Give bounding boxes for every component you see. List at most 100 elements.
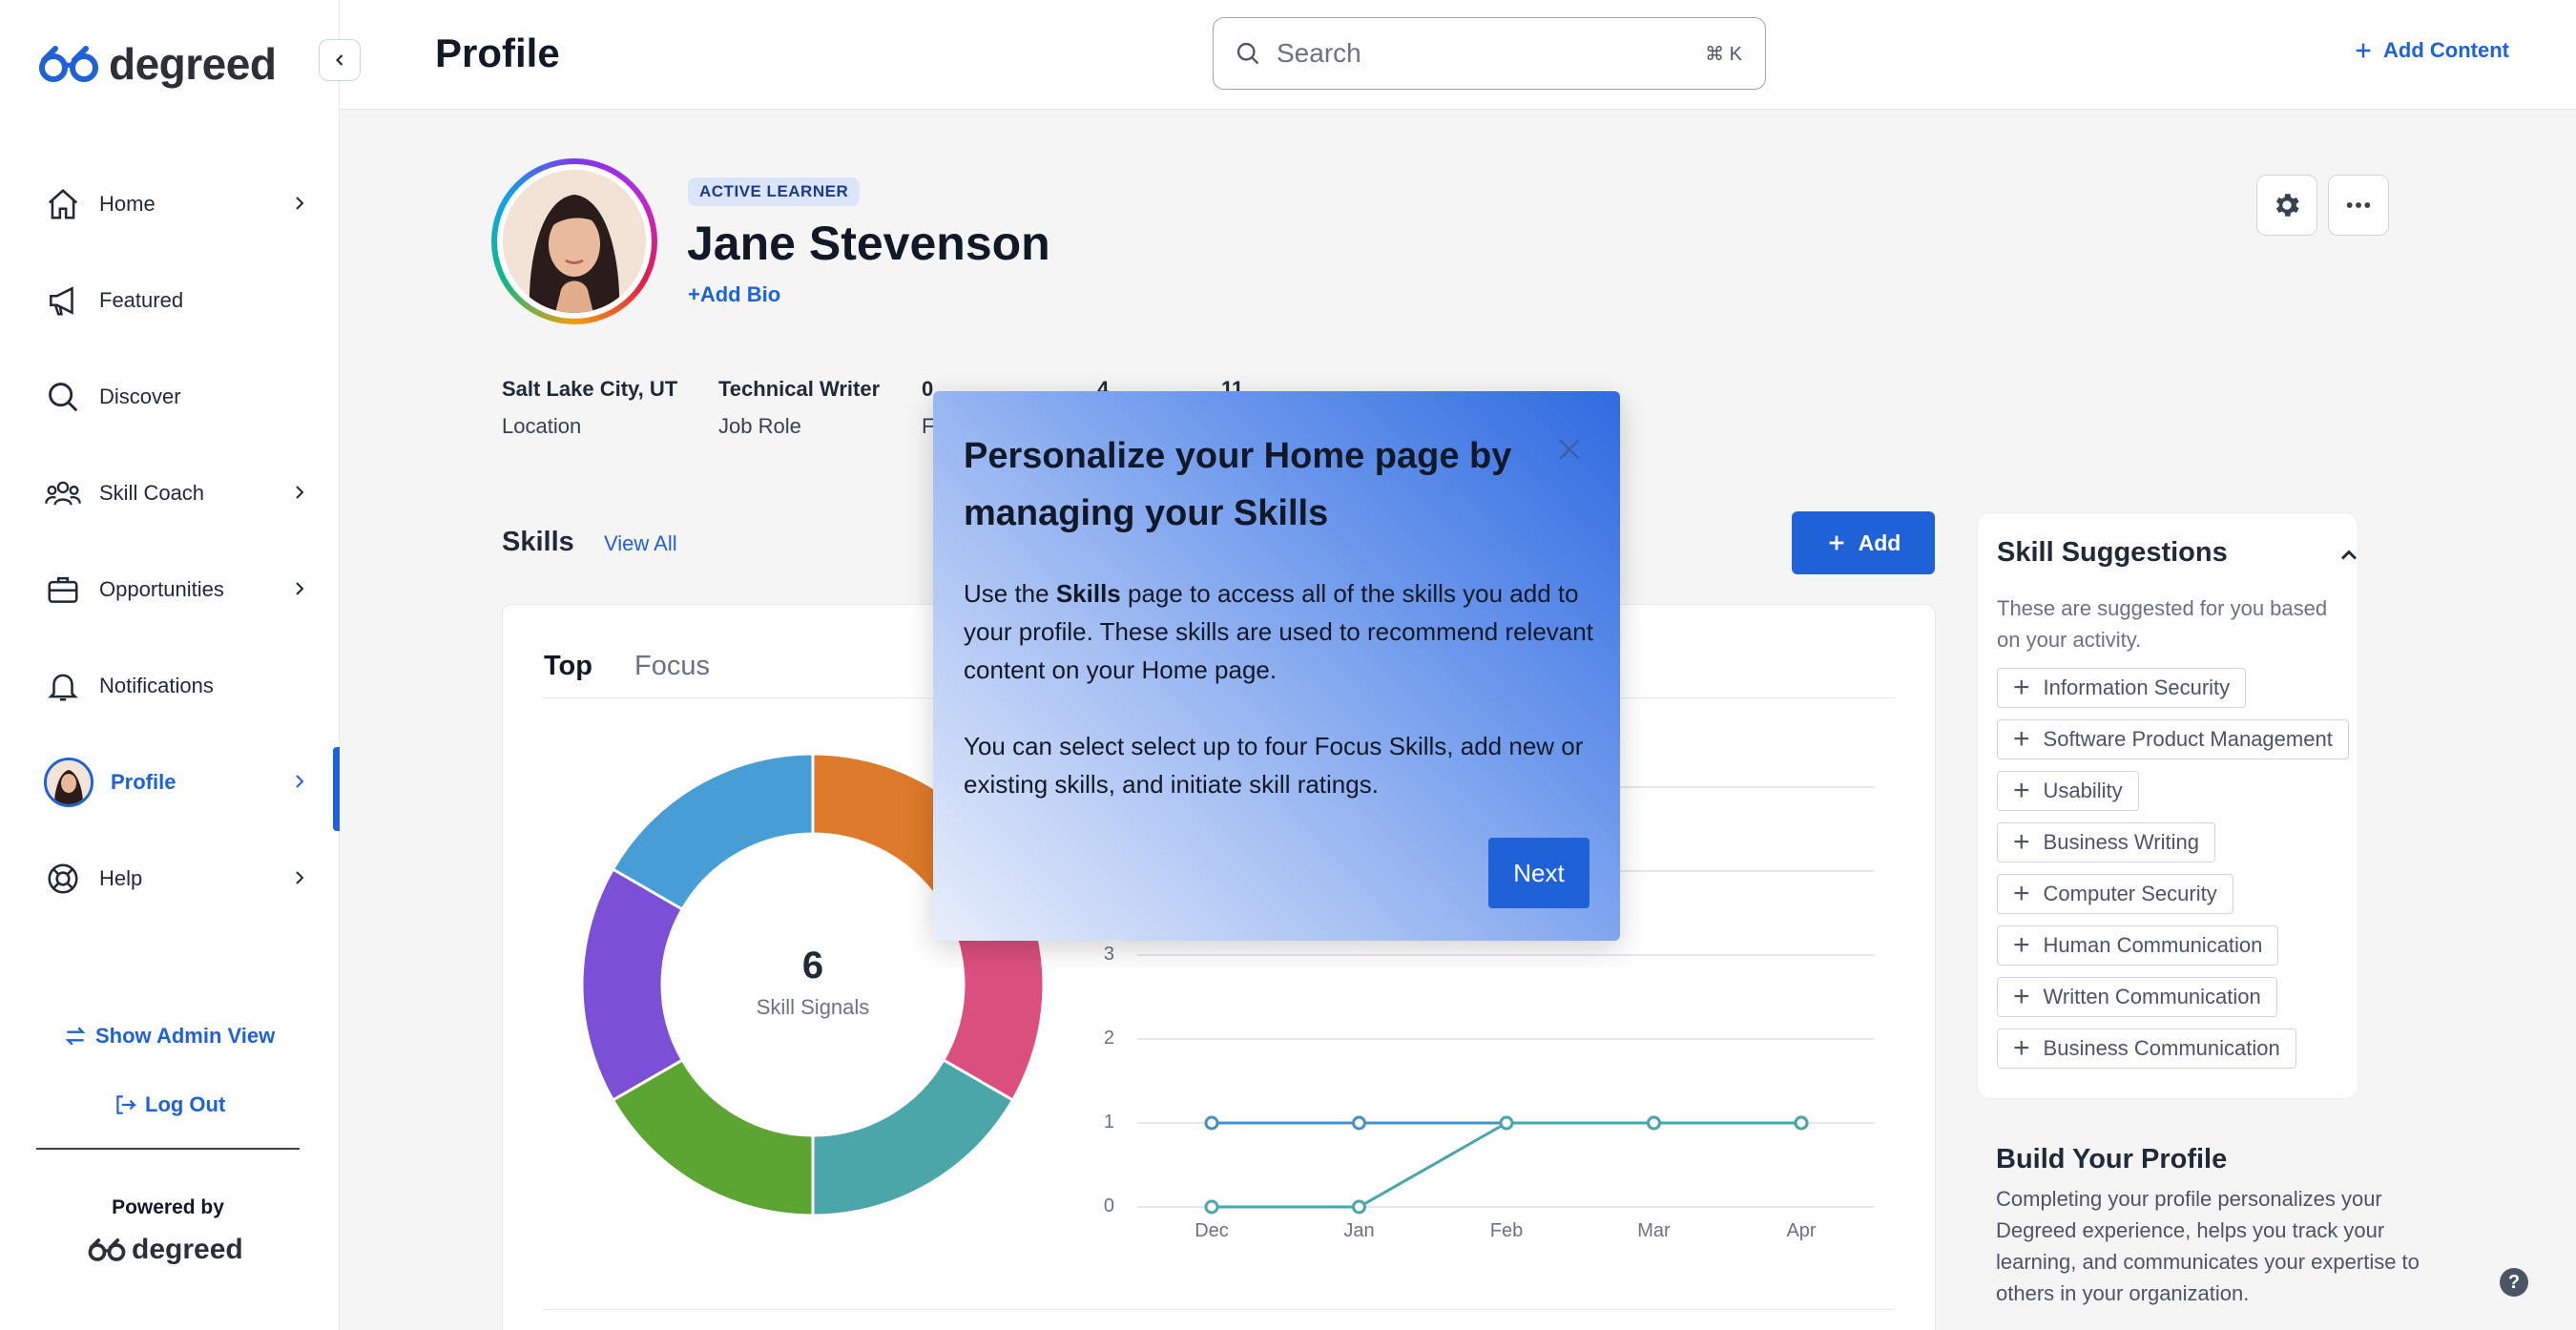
- help-button[interactable]: ?: [2500, 1268, 2528, 1297]
- more-horizontal-icon: [2346, 202, 2371, 208]
- log-out-label: Log Out: [145, 1092, 226, 1116]
- donut-segment: [811, 1057, 1015, 1217]
- plus-icon: +: [2013, 1032, 2030, 1064]
- build-profile-heading: Build Your Profile: [1996, 1144, 2228, 1174]
- chip-label: Usability: [2043, 779, 2123, 802]
- active-indicator: [333, 747, 340, 831]
- donut-segment: [580, 866, 685, 1103]
- data-point[interactable]: [1204, 1199, 1219, 1215]
- meta-label: F: [922, 414, 935, 438]
- profile-avatar[interactable]: [491, 158, 657, 324]
- nav-item-opportunities[interactable]: Opportunities: [0, 541, 340, 637]
- skill-suggestion-chip[interactable]: + Software Product Management: [1997, 719, 2349, 759]
- megaphone-icon: [44, 281, 82, 320]
- next-button[interactable]: Next: [1488, 838, 1589, 908]
- divider: [36, 1148, 300, 1150]
- meta-job-role: Technical Writer Job Role: [718, 377, 880, 439]
- onboarding-tooltip: Personalize your Home page by managing y…: [933, 391, 1620, 941]
- tooltip-bold-skills: Skills: [1055, 579, 1121, 608]
- skill-suggestions-heading: Skill Suggestions: [1997, 537, 2228, 568]
- skill-suggestion-chip[interactable]: + Human Communication: [1997, 925, 2279, 966]
- avatar: [44, 757, 93, 807]
- add-bio-link[interactable]: +Add Bio: [688, 282, 781, 306]
- nav-item-discover[interactable]: Discover: [0, 348, 340, 445]
- chip-label: Business Communication: [2043, 1036, 2280, 1060]
- chevron-right-icon: [296, 582, 304, 595]
- chevron-right-icon: [296, 486, 304, 499]
- data-point[interactable]: [1499, 1115, 1514, 1131]
- profile-name: Jane Stevenson: [687, 217, 1050, 270]
- x-tick-label: Mar: [1637, 1220, 1671, 1241]
- meta-label: Location: [502, 414, 582, 438]
- nav-label: Opportunities: [99, 576, 224, 601]
- bell-icon: [44, 667, 82, 705]
- chip-label: Software Product Management: [2043, 727, 2333, 751]
- data-point[interactable]: [1352, 1115, 1366, 1131]
- degreed-logo[interactable]: degreed: [38, 38, 277, 90]
- add-content-button[interactable]: Add Content: [2353, 38, 2509, 63]
- tab-focus[interactable]: Focus: [634, 651, 710, 681]
- y-tick-label: 0: [1103, 1195, 1114, 1216]
- data-point[interactable]: [1794, 1115, 1809, 1131]
- meta-stat-1[interactable]: 0 F: [922, 377, 934, 439]
- y-tick-label: 3: [1103, 944, 1114, 965]
- main-nav: Home Featured Discover Skill Coach: [0, 156, 340, 926]
- y-tick-label: 1: [1103, 1112, 1114, 1133]
- view-all-skills-link[interactable]: View All: [604, 531, 677, 555]
- home-icon: [44, 185, 82, 223]
- add-skill-button[interactable]: Add: [1792, 511, 1935, 574]
- nav-item-notifications[interactable]: Notifications: [0, 637, 340, 734]
- show-admin-view-link[interactable]: Show Admin View: [63, 1024, 275, 1049]
- meta-label: Job Role: [718, 414, 801, 438]
- search-input[interactable]: Search ⌘ K: [1213, 17, 1766, 90]
- skills-heading: Skills: [502, 527, 574, 557]
- tooltip-paragraph-1: Use the Skills page to access all of the…: [964, 574, 1593, 689]
- skill-suggestion-chip[interactable]: + Usability: [1997, 771, 2139, 811]
- chevron-up-icon[interactable]: [2336, 542, 2362, 569]
- data-point[interactable]: [1352, 1199, 1366, 1215]
- tooltip-text: Use the: [964, 579, 1056, 608]
- plus-icon: +: [2013, 826, 2030, 858]
- skill-suggestion-chip[interactable]: + Information Security: [1997, 668, 2247, 708]
- tab-top[interactable]: Top: [544, 651, 592, 681]
- show-admin-view-label: Show Admin View: [95, 1024, 276, 1048]
- swap-arrows-icon: [65, 1027, 86, 1046]
- close-icon[interactable]: [1553, 433, 1586, 466]
- add-content-label: Add Content: [2383, 38, 2509, 62]
- meta-value: Salt Lake City, UT: [502, 377, 678, 401]
- nav-label: Home: [99, 191, 156, 216]
- skill-signals-label: Skill Signals: [756, 995, 870, 1019]
- skill-suggestion-chip[interactable]: + Computer Security: [1997, 874, 2233, 914]
- x-tick-label: Apr: [1786, 1220, 1817, 1241]
- nav-item-home[interactable]: Home: [0, 156, 340, 252]
- plus-icon: [1829, 535, 1843, 551]
- skill-suggestion-chip[interactable]: + Business Writing: [1997, 822, 2215, 862]
- log-out-link[interactable]: Log Out: [113, 1092, 225, 1117]
- search-icon: [44, 378, 82, 416]
- nav-label: Notifications: [99, 673, 214, 697]
- plus-icon: +: [2013, 672, 2030, 703]
- nav-item-help[interactable]: Help: [0, 830, 340, 926]
- more-options-button[interactable]: [2328, 175, 2389, 236]
- collapse-sidebar-button[interactable]: [319, 39, 361, 81]
- plus-icon: +: [2013, 929, 2030, 961]
- nav-item-featured[interactable]: Featured: [0, 252, 340, 348]
- nav-item-skill-coach[interactable]: Skill Coach: [0, 445, 340, 541]
- powered-by-label: Powered by: [112, 1196, 224, 1218]
- plus-icon: +: [2013, 878, 2030, 909]
- donut-segment: [611, 752, 815, 912]
- powered-brand: degreed: [132, 1234, 243, 1265]
- skill-suggestion-chip[interactable]: + Written Communication: [1997, 977, 2277, 1017]
- nav-label: Skill Coach: [99, 480, 205, 505]
- data-point[interactable]: [1647, 1115, 1661, 1131]
- search-placeholder: Search: [1277, 38, 1361, 68]
- data-point[interactable]: [1204, 1115, 1219, 1131]
- meta-location: Salt Lake City, UT Location: [502, 377, 677, 439]
- series-line: [1212, 1121, 1801, 1209]
- tooltip-title: Personalize your Home page by managing y…: [964, 436, 1512, 533]
- tooltip-text: page to access all of the skills you add…: [964, 579, 1593, 684]
- settings-button[interactable]: [2256, 175, 2317, 236]
- skill-suggestion-chip[interactable]: + Business Communication: [1997, 1029, 2296, 1069]
- nav-item-profile[interactable]: Profile: [0, 734, 340, 831]
- card-bottom-divider: [544, 1309, 1895, 1310]
